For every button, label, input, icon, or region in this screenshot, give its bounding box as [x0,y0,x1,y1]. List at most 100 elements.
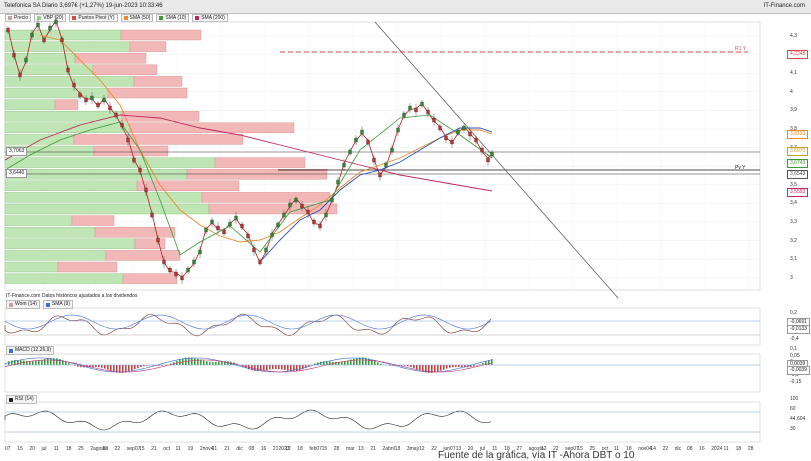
macd-bar [344,361,346,365]
sma9-line [5,315,491,329]
macd-bar [341,362,343,365]
x-tick-label: 15 [139,445,145,453]
stoch-legend: Wom (14) SMA (9) [6,300,73,309]
rsi-y-label: 44,604 [790,416,805,423]
candlestick [67,68,70,72]
vbp-buy-bar [5,76,134,86]
x-tick-label: oct [163,445,170,453]
legend-macd[interactable]: MACD (12,26,9) [6,346,54,355]
candlestick [175,272,178,276]
macd-bar [296,365,298,371]
candlestick [457,130,460,134]
candlestick [469,132,472,136]
macd-bar [104,365,106,369]
candlestick [397,128,400,132]
macd-bar [455,365,457,367]
macd-bar [212,362,214,365]
price-level-tag: 3,6543 [787,170,808,179]
vbp-sell-bar [94,146,168,156]
macd-bar [20,360,22,365]
data-source-note: IT-Finance.com Datos históricos ajustado… [6,293,137,300]
macd-bar [374,361,376,365]
x-tick-label: 15 [17,445,23,453]
vbp-sell-bar [108,88,187,98]
candlestick [277,223,280,227]
macd-bar [215,362,217,365]
macd-bar [209,362,211,365]
candlestick [253,248,256,252]
macd-bar [461,365,463,367]
candlestick [349,150,352,154]
macd-bar [113,365,115,372]
candlestick [361,130,364,134]
stoch-panel-header: IT-Finance.com Datos históricos ajustado… [6,293,137,300]
stoch-y-label: -0,4 [790,336,799,343]
legend-rsi[interactable]: RSI (14) [6,395,37,404]
x-tick-label: 21 [151,445,157,453]
x-tick-label: 11 [175,445,180,453]
vbp-sell-bar [135,239,165,249]
vbp-sell-bar [74,134,243,144]
rsi-legend: RSI (14) [6,395,37,404]
price-level-tag: 4,2248 [787,50,808,59]
y-tick-label: 3,4 [790,200,797,207]
candlestick [109,106,112,110]
vbp-sell-bar [95,227,175,237]
macd-bar [32,361,34,365]
macd-bar [281,365,283,370]
candlestick [121,123,124,127]
vbp-sell-bar [58,262,117,272]
y-tick-label: 4 [790,89,793,96]
macd-bar [8,361,10,365]
vbp-sell-bar [130,123,294,133]
candlestick [415,108,418,112]
candlestick [313,220,316,224]
candlestick [133,158,136,162]
vbp-sell-bar [209,204,337,214]
candlestick [115,113,118,117]
macd-bar [95,365,97,367]
x-tick-label: 13 [358,445,364,453]
vbp-buy-bar [5,274,123,284]
macd-bar [98,365,100,367]
x-tick-label: 11 [54,445,59,453]
candlestick [211,220,214,224]
candlestick [487,158,490,162]
candlestick [403,113,406,117]
macd-bar [410,365,412,367]
candlestick [127,138,130,142]
candlestick [433,118,436,122]
candlestick [163,260,166,264]
candlestick [355,138,358,142]
candlestick [229,222,232,226]
vbp-sell-bar [130,42,166,52]
price-level-tag: 3,6970 [787,147,808,156]
candlestick [367,140,370,144]
x-tick-label: 2abril [383,445,395,453]
macd-bar [128,365,130,372]
candlestick [91,96,94,100]
x-tick-label: 18 [297,445,303,453]
trendline [375,22,618,298]
vbp-buy-bar [5,42,130,52]
macd-bar [65,362,67,365]
candlestick [97,103,100,107]
candlestick [271,233,274,237]
macd-bar [353,359,355,365]
candlestick [169,268,172,272]
y-tick-label: 4,3 [790,33,797,40]
macd-bar [284,365,286,370]
rsi-y-label: 60 [790,406,796,413]
pivot-label-pp: Pv Y [735,165,745,172]
x-tick-label: 19 [188,445,194,453]
macd-bar [206,361,208,365]
vbp-buy-bar [5,227,95,237]
candlestick [331,198,334,202]
legend-wom[interactable]: Wom (14) [6,300,40,309]
x-tick-label: dic [675,445,681,453]
legend-sma9[interactable]: SMA (9) [43,300,73,309]
vbp-buy-bar [5,216,72,226]
macd-bar [272,365,274,369]
macd-bar [278,365,280,369]
